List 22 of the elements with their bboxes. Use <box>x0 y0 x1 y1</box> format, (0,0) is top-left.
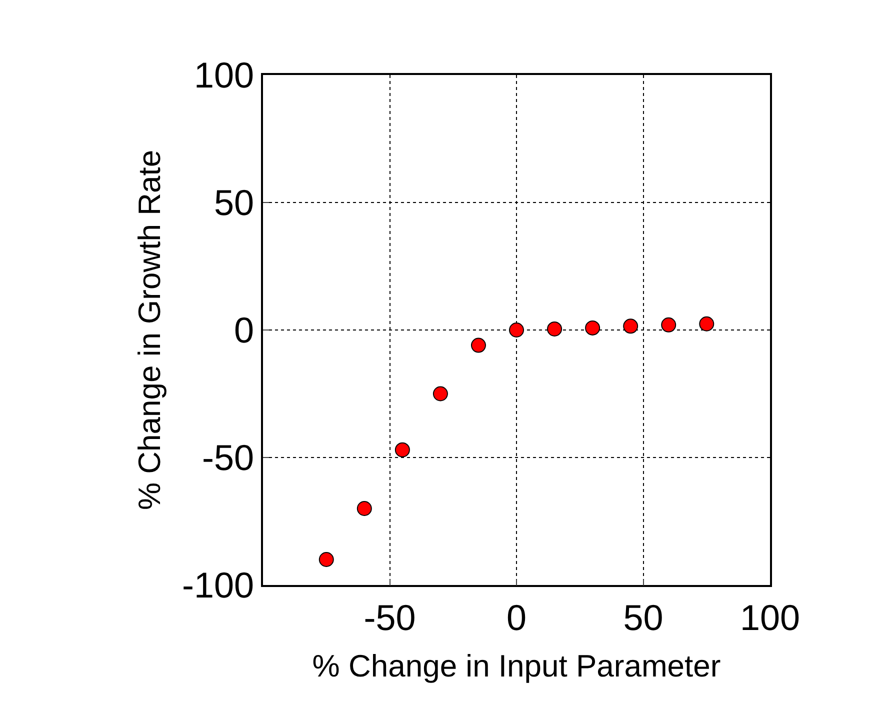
point <box>547 321 562 336</box>
y-axis-title: % Change in Growth Rate <box>132 150 168 510</box>
point <box>699 316 714 332</box>
y-tick-label: -100 <box>182 564 254 606</box>
point <box>394 442 410 458</box>
y-tick-label: 100 <box>194 54 254 96</box>
point <box>318 552 334 567</box>
x-axis-title: % Change in Input Parameter <box>312 648 721 684</box>
x-tick-label: 100 <box>740 596 800 638</box>
x-tick-label: -50 <box>364 596 416 638</box>
point <box>356 501 372 516</box>
point <box>623 318 638 334</box>
x-tick-label: 50 <box>623 596 664 638</box>
y-tick-label: 50 <box>214 182 254 224</box>
point <box>585 320 600 336</box>
point <box>661 317 676 332</box>
point <box>432 386 448 402</box>
point <box>509 322 524 338</box>
x-tick-label: 0 <box>506 596 527 638</box>
point <box>470 338 486 353</box>
y-tick-label: -50 <box>202 437 254 478</box>
y-tick-label: 0 <box>234 310 254 351</box>
